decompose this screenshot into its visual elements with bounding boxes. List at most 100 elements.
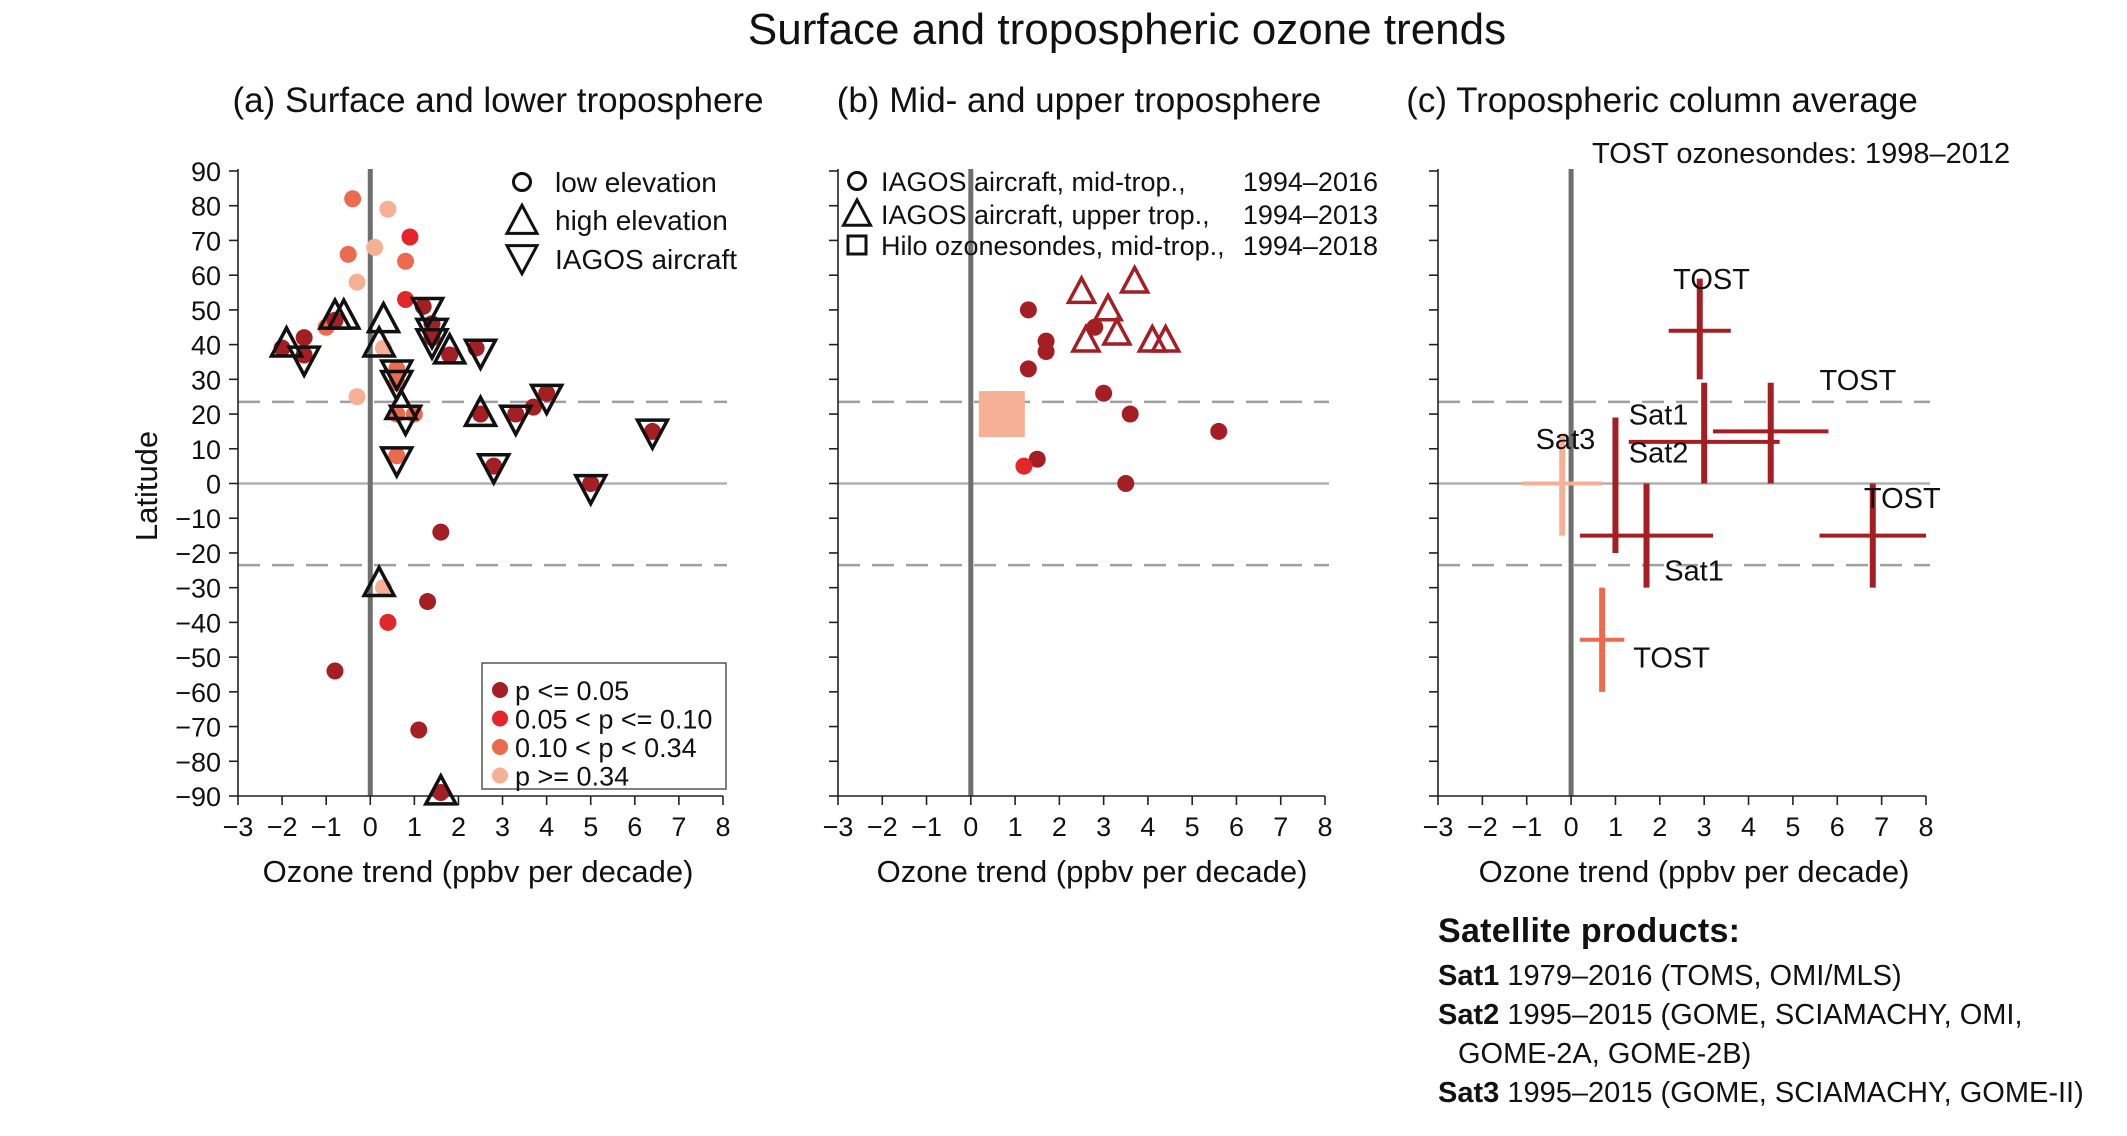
pvalue-legend-label: 0.05 < p <= 0.10: [515, 705, 712, 735]
y-tick-label: 90: [191, 157, 221, 187]
high-elevation-marker: [325, 296, 362, 330]
x-tick-label: 7: [671, 812, 686, 842]
cross-label: TOST: [1820, 365, 1897, 397]
low-elevation-point: [472, 405, 489, 423]
low-elevation-point: [538, 384, 556, 402]
y-tick-label: 20: [191, 400, 221, 430]
satellite-product-line: Sat1 1979–2016 (TOMS, OMI/MLS): [1438, 957, 2084, 996]
iagos-mid-trop-point: [1019, 301, 1037, 319]
high-elevation-marker: [422, 772, 459, 806]
high-elevation-marker: [383, 386, 420, 421]
x-tick-label: 1: [407, 812, 422, 842]
x-tick-label: −1: [311, 812, 342, 842]
y-tick-label: −70: [175, 713, 221, 743]
x-tick-label: 0: [1564, 812, 1579, 842]
x-tick-label: 3: [495, 812, 510, 842]
y-tick-label: 60: [191, 261, 221, 291]
y-tick-label: −30: [175, 574, 221, 604]
x-tick-label: −3: [1423, 812, 1454, 842]
y-tick-label: 70: [191, 226, 221, 256]
cross-label: Sat1: [1664, 556, 1724, 588]
low-elevation-point: [507, 405, 525, 423]
x-tick-label: 4: [1741, 812, 1756, 842]
panel-a-x-axis-label: Ozone trend (ppbv per decade): [263, 854, 694, 889]
iagos-aircraft-marker: [462, 338, 499, 373]
x-tick-label: 6: [1830, 812, 1845, 842]
cross-label: TOST: [1633, 643, 1710, 675]
legend-period: 1994–2013: [1243, 200, 1378, 230]
low-elevation-point: [339, 245, 357, 263]
x-tick-label: 8: [1317, 812, 1332, 842]
panel-b-title: (b) Mid- and upper troposphere: [837, 81, 1321, 120]
iagos-upper-trop-marker: [1118, 263, 1151, 294]
x-tick-label: 1: [1008, 812, 1023, 842]
high-elevation-marker: [462, 393, 499, 428]
low-elevation-point: [348, 273, 366, 291]
iagos-aircraft-marker: [378, 369, 415, 404]
low-elevation-point: [432, 523, 450, 541]
iagos-upper-trop-marker: [1092, 291, 1124, 322]
low-elevation-point: [419, 593, 437, 611]
iagos-aircraft-marker: [409, 296, 446, 331]
low-elevation-point: [379, 613, 397, 631]
x-tick-label: 2: [1052, 812, 1067, 842]
iagos-aircraft-marker: [475, 453, 512, 487]
iagos-mid-trop-point: [1086, 318, 1104, 336]
x-tick-label: 5: [1185, 812, 1200, 842]
cross-label: Sat2: [1629, 438, 1689, 470]
high-elevation-marker: [431, 331, 468, 365]
iagos-aircraft-marker: [572, 473, 609, 508]
panel-b-x-axis-label: Ozone trend (ppbv per decade): [877, 854, 1308, 889]
legend-label: IAGOS aircraft, mid-trop.,: [881, 167, 1186, 197]
high-elevation-marker: [361, 563, 398, 598]
panel-a-plot: −3 −2 −1 0 1 2 3 4 5 6 7 89080706050403020100−10−20…: [175, 157, 737, 842]
panel-c-x-axis-label: Ozone trend (ppbv per decade): [1479, 854, 1910, 889]
x-tick-label: 2: [1652, 812, 1667, 842]
iagos-mid-trop-point: [1015, 457, 1033, 475]
low-elevation-point: [379, 200, 397, 218]
satellite-product-text: 1995–2015 (GOME, SCIAMACHY, GOME-II): [1499, 1077, 2084, 1109]
x-tick-label: 5: [583, 812, 598, 842]
iagos-upper-trop-marker: [1065, 274, 1098, 305]
x-tick-label: −2: [267, 812, 298, 842]
iagos-mid-trop-point: [1210, 422, 1228, 440]
iagos-aircraft-marker: [378, 359, 415, 393]
satellite-product-text: 1979–2016 (TOMS, OMI/MLS): [1499, 960, 1902, 992]
iagos-upper-trop-marker: [1149, 322, 1182, 353]
iagos-aircraft-marker: [378, 446, 415, 480]
figure-title: Surface and tropospheric ozone trends: [748, 5, 1506, 54]
panel-c-plot: −3 −2 −1 0 1 2 3 4 5 6 7 8 TOST TOST TOST TOST Sat1 Sat2 S…: [1423, 169, 1941, 842]
legend-period: 1994–2018: [1243, 231, 1378, 261]
x-tick-label: 6: [627, 812, 642, 842]
iagos-aircraft-marker: [387, 404, 424, 438]
legend-triangle-down-icon: [504, 244, 540, 277]
iagos-upper-trop-marker: [1100, 315, 1133, 346]
low-elevation-point: [432, 784, 450, 802]
y-tick-label: −10: [175, 504, 221, 534]
x-tick-label: −3: [223, 812, 254, 842]
pvalue-legend-label: p >= 0.34: [515, 762, 629, 792]
satellite-products: Satellite products: Sat1 1979–2016 (TOMS…: [1438, 912, 2084, 1113]
pvalue-legend-box: [481, 662, 727, 790]
y-tick-label: −80: [175, 747, 221, 777]
x-tick-label: 6: [1229, 812, 1244, 842]
x-tick-label: 7: [1874, 812, 1889, 842]
cross-label: TOST: [1673, 264, 1750, 296]
y-tick-label: 50: [191, 296, 221, 326]
pvalue-legend-swatch: [492, 682, 508, 698]
iagos-aircraft-marker: [634, 418, 671, 452]
x-tick-label: 7: [1273, 812, 1288, 842]
x-tick-label: 3: [1697, 812, 1712, 842]
low-elevation-point: [326, 662, 344, 680]
iagos-mid-trop-point: [1037, 343, 1055, 361]
satellite-product-text: 1995–2015 (GOME, SCIAMACHY, OMI,: [1499, 999, 2023, 1031]
y-tick-label: 0: [206, 470, 221, 500]
legend-triangle-up-icon: [840, 196, 874, 227]
x-tick-label: 5: [1785, 812, 1800, 842]
cross-label: TOST: [1864, 483, 1941, 515]
satellite-products-heading: Satellite products:: [1438, 912, 1741, 950]
high-elevation-marker: [361, 324, 398, 358]
legend-label: low elevation: [555, 167, 717, 198]
satellite-product-line: Sat2 1995–2015 (GOME, SCIAMACHY, OMI,: [1438, 996, 2084, 1035]
